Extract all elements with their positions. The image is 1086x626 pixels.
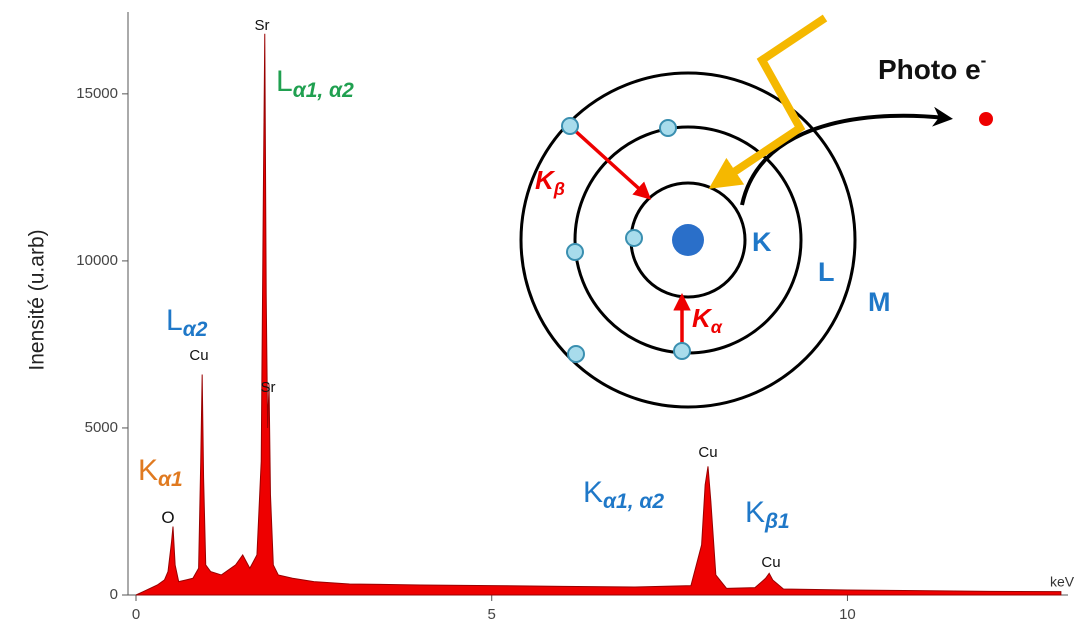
annotation-text: Sr (255, 17, 270, 34)
x-unit: keV (1050, 574, 1075, 590)
annotation-text: K (583, 476, 603, 509)
transition-label: Kα (692, 303, 723, 337)
shell-label: M (868, 287, 891, 317)
annotation: Lα1, α2 (276, 65, 354, 102)
shell-m (519, 71, 857, 409)
photon-arrow (708, 14, 828, 189)
electron (673, 342, 691, 360)
annotation-sub: β1 (764, 510, 790, 533)
annotation-text: L (166, 304, 183, 337)
annotation-sub: α1, α2 (293, 79, 354, 102)
t-main: K (535, 165, 556, 195)
nucleus (672, 224, 704, 256)
annotation-text: Cu (698, 444, 717, 461)
annotation-sub: α1 (158, 468, 183, 491)
annotation: Cu (761, 554, 780, 571)
annotation-sub: α2 (183, 318, 208, 341)
annotation: Kα1 (138, 454, 183, 491)
annotation-text: K (138, 454, 158, 487)
t-sub: β (553, 179, 565, 199)
annotation: Sr (261, 379, 276, 396)
ejected-electron (979, 112, 993, 126)
annotation: Cu (189, 347, 208, 364)
t-main: K (692, 303, 713, 333)
atom-diagram: Photo e- K L M Kβ Kα (519, 14, 993, 409)
x-tick-label: 10 (839, 606, 856, 623)
y-tick-label: 5000 (85, 419, 118, 436)
annotation-text: Cu (761, 554, 780, 571)
y-axis-label: Inensité (u.arb) (26, 229, 49, 370)
shell-label: K (752, 227, 772, 257)
annotation: Kα1, α2 (583, 476, 664, 513)
annotation: O (161, 508, 174, 527)
y-tick-label: 0 (110, 586, 118, 603)
annotation-text: O (161, 508, 174, 527)
electron (561, 117, 579, 135)
photo-text: Photo e (878, 54, 981, 85)
photo-sup: - (981, 51, 987, 70)
photo-label: Photo e- (878, 51, 986, 85)
annotation: Cu (698, 444, 717, 461)
annotation-sub: α1, α2 (603, 490, 664, 513)
y-tick-label: 10000 (76, 252, 118, 269)
k-beta-arrow (570, 126, 652, 200)
transition-label: Kβ (535, 165, 565, 199)
x-tick-label: 0 (132, 606, 140, 623)
electron (567, 345, 585, 363)
annotation: Kβ1 (745, 496, 790, 533)
y-tick-label: 15000 (76, 85, 118, 102)
annotation-text: Sr (261, 379, 276, 396)
shell-label: L (818, 257, 835, 287)
annotation-text: L (276, 65, 293, 98)
annotation-text: K (745, 496, 765, 529)
x-tick-label: 5 (488, 606, 496, 623)
electron (566, 243, 584, 261)
annotation: Sr (255, 17, 270, 34)
electron (625, 229, 643, 247)
annotation-text: Cu (189, 347, 208, 364)
electron (659, 119, 677, 137)
photo-electron-arrow (740, 106, 953, 206)
annotation: Lα2 (166, 304, 208, 341)
t-sub: α (711, 317, 723, 337)
spectrum-area (135, 33, 1062, 596)
